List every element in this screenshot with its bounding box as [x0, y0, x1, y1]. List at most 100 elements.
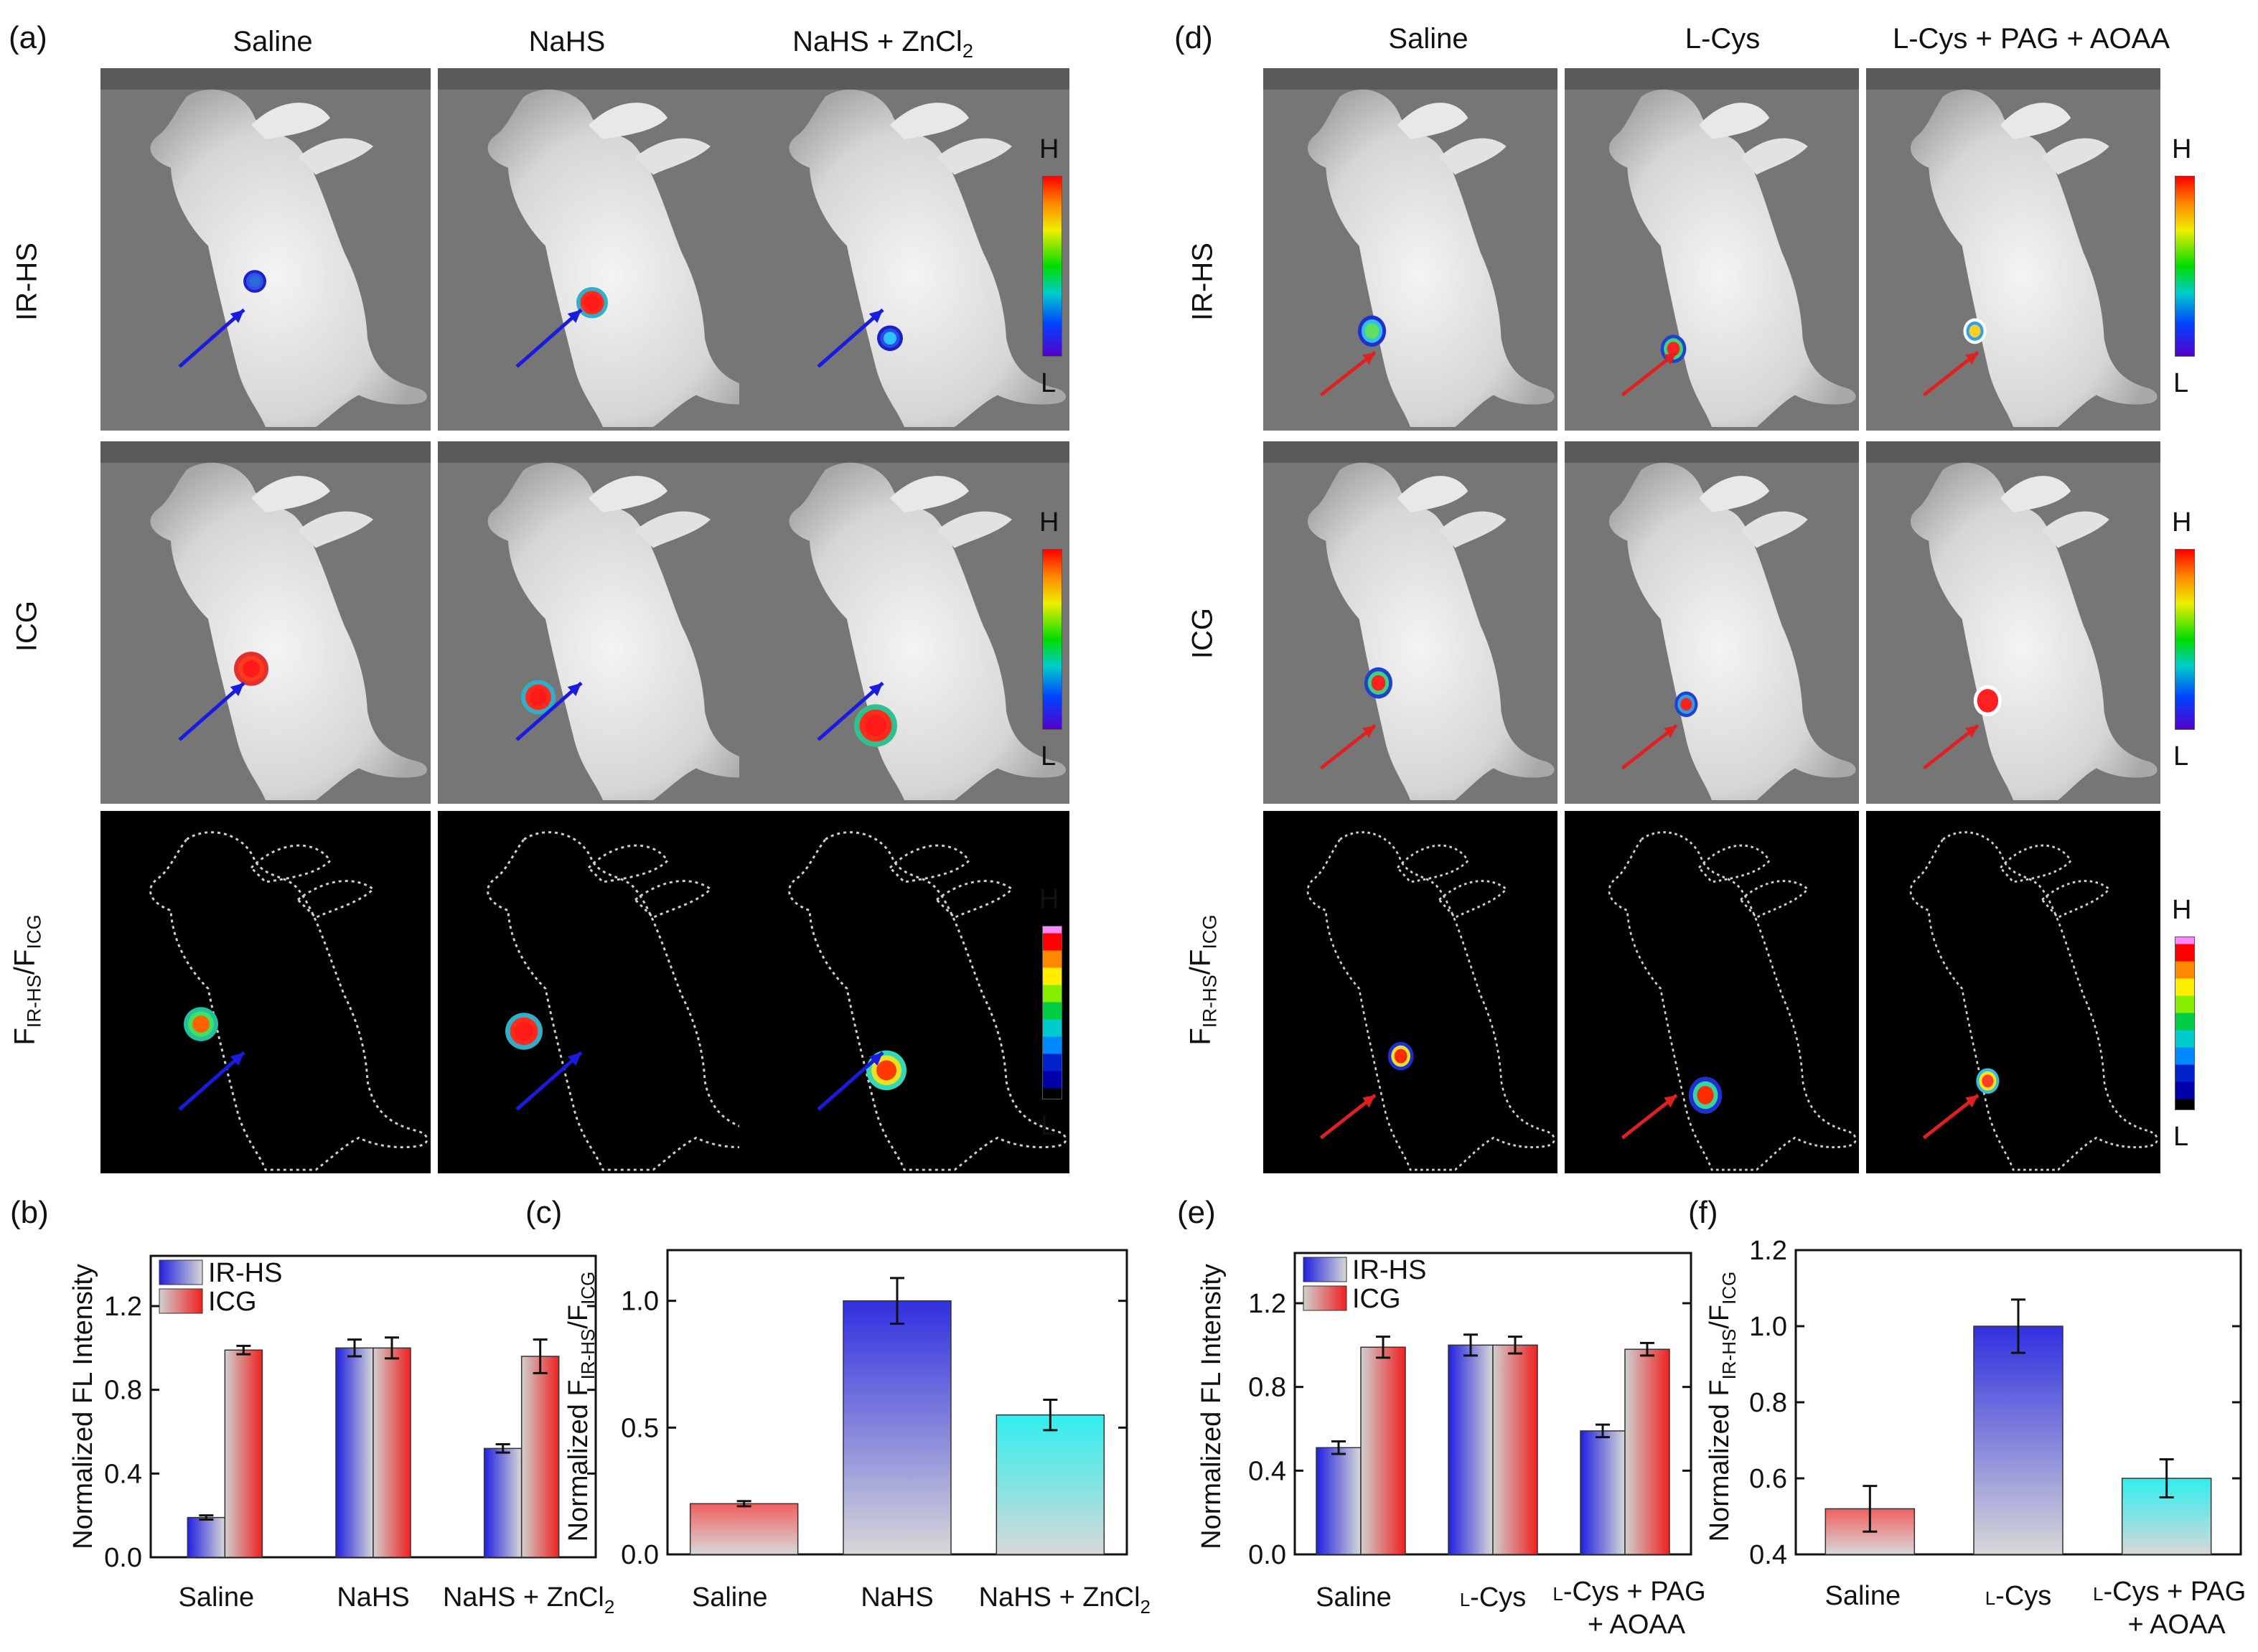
colorbar-right-ratio	[2175, 937, 2195, 1110]
panel-left-r1-c0	[100, 441, 431, 804]
panel-label-f: (f)	[1688, 1195, 1718, 1230]
chart-c: 0.0 0.5 1.0 Normalized FIR-HS/FICG Saline NaH…	[563, 1249, 1151, 1618]
panel-right-r1-c2	[1866, 441, 2160, 804]
chart-b-ytick-label: 0.4	[104, 1459, 142, 1489]
panel-right-r2-c2	[1866, 811, 2160, 1173]
colorbar-right-irhs-low-label: L	[2173, 368, 2189, 398]
chart-f-xtick-1: L-Cys	[1985, 1581, 2052, 1611]
chart-e-ytick-label: 0.8	[1248, 1373, 1286, 1403]
chart-e-xtick-2: L-Cys + PAG	[1552, 1577, 1705, 1607]
chart-b-legend-icg: ICG	[208, 1287, 257, 1317]
chart-b-bar-icg-0	[224, 1349, 263, 1558]
colorbar-left-ratio-high-label: H	[1039, 884, 1059, 914]
chart-e-ylabel: Normalized FL Intensity	[1196, 1264, 1227, 1549]
colorbar-right-icg	[2175, 549, 2195, 730]
panel-right-r1-c1	[1565, 441, 1859, 804]
chart-b-ylabel: Normalized FL Intensity	[68, 1264, 98, 1549]
chart-c-xtick-0: Saline	[692, 1582, 768, 1613]
chart-b-xtick-2: NaHS + ZnCl2	[443, 1582, 614, 1618]
chart-f-ylabel: Normalized FIR-HS/FICG	[1705, 1272, 1740, 1542]
colorbar-left-irhs	[1042, 176, 1062, 357]
chart-c-ytick-label: 0.0	[621, 1540, 659, 1570]
chart-f-ytick-label: 1.0	[1749, 1312, 1787, 1342]
chart-e-bar-icg-1	[1492, 1344, 1538, 1555]
chart-e-ytick-label: 0.4	[1248, 1456, 1286, 1486]
chart-b-legend-irhs: IR-HS	[208, 1258, 282, 1288]
chart-f-xtick-2: L-Cys + PAG	[2093, 1577, 2246, 1607]
chart-f-bar-1	[1973, 1325, 2063, 1555]
chart-c-bar-2	[996, 1414, 1105, 1555]
col-label-lcys-pag-right: L-Cys + PAG + AOAA	[1892, 23, 2170, 55]
chart-b-bar-ir-hs-0	[187, 1516, 226, 1558]
row-label-irhs-left: IR-HS	[11, 243, 43, 321]
panel-right-r0-c2	[1866, 68, 2160, 431]
chart-c-bar-0	[689, 1503, 799, 1555]
panel-left-r2-c0	[100, 811, 431, 1173]
chart-e-bar-ir-hs-2	[1580, 1430, 1626, 1555]
colorbar-left-ratio	[1042, 926, 1062, 1099]
chart-b-bar-ir-hs-2	[483, 1447, 523, 1558]
colorbar-right-irhs	[2175, 176, 2195, 357]
colorbar-right-icg-low-label: L	[2173, 741, 2189, 771]
colorbar-left-irhs-low-label: L	[1041, 368, 1057, 398]
colorbar-left-icg	[1042, 549, 1062, 730]
chart-e-bar-ir-hs-0	[1316, 1447, 1362, 1555]
chart-b-ytick-label: 0.8	[104, 1376, 142, 1406]
row-label-irhs-right: IR-HS	[1186, 243, 1219, 321]
panel-right-r2-c1	[1565, 811, 1859, 1173]
panel-left-r1-c2	[739, 441, 1069, 804]
chart-e-ytick-label: 0.0	[1248, 1540, 1286, 1570]
chart-e-xtick-0: Saline	[1316, 1582, 1392, 1613]
panel-right-r1-c0	[1263, 441, 1557, 804]
panel-label-a: (a)	[9, 20, 47, 55]
chart-c-ylabel: Normalized FIR-HS/FICG	[563, 1272, 599, 1542]
chart-f-ytick-label: 0.8	[1749, 1388, 1787, 1418]
row-label-ratio-left: FIR-HS/FICG	[9, 914, 45, 1046]
panel-left-r0-c0	[100, 68, 431, 431]
colorbar-right-icg-high-label: H	[2172, 507, 2192, 538]
panel-label-c: (c)	[525, 1195, 563, 1230]
col-label-nahs-left: NaHS	[528, 26, 606, 57]
colorbar-right-ratio-low-label: L	[2173, 1122, 2189, 1152]
chart-e-xtick-2b: + AOAA	[1588, 1610, 1686, 1640]
panel-label-e: (e)	[1177, 1195, 1216, 1230]
col-label-lcys-right: L-Cys	[1685, 23, 1761, 55]
chart-c-xtick-2: NaHS + ZnCl2	[979, 1582, 1151, 1618]
panel-left-r0-c2	[739, 68, 1069, 431]
chart-e-ytick-label: 1.2	[1248, 1289, 1286, 1319]
colorbar-left-ratio-low-label: L	[1041, 1111, 1057, 1141]
chart-e-xtick-1: L-Cys	[1460, 1582, 1527, 1613]
panel-right-r0-c1	[1565, 68, 1859, 431]
chart-e-legend-icg: ICG	[1352, 1284, 1401, 1314]
panel-label-d: (d)	[1174, 20, 1213, 55]
chart-f-ytick-label: 0.4	[1749, 1540, 1787, 1570]
chart-f: 0.4 0.6 0.8 1.0 1.2 Normalized FIR-HS/FICG Sal…	[1705, 1236, 2246, 1640]
chart-e-legend-irhs: IR-HS	[1352, 1255, 1426, 1285]
chart-c-ytick-label: 0.5	[621, 1413, 659, 1443]
chart-e-bar-icg-0	[1360, 1346, 1406, 1555]
chart-c-xtick-1: NaHS	[861, 1582, 933, 1613]
chart-b-bar-icg-1	[373, 1347, 411, 1558]
chart-e-bar-ir-hs-1	[1448, 1344, 1494, 1555]
row-label-icg-left: ICG	[11, 600, 43, 652]
colorbar-right-ratio-high-label: H	[2172, 895, 2192, 925]
col-label-saline-right: Saline	[1388, 23, 1468, 55]
panel-left-r2-c2	[739, 811, 1069, 1173]
chart-b-ytick-label: 1.2	[104, 1292, 142, 1322]
chart-b-bar-icg-2	[520, 1356, 560, 1558]
chart-b-xtick-1: NaHS	[337, 1582, 409, 1613]
panel-left-r1-c1	[438, 441, 768, 804]
chart-c-bar-1	[843, 1300, 952, 1555]
panel-right-r0-c0	[1263, 68, 1557, 431]
chart-f-xtick-2b: + AOAA	[2128, 1610, 2226, 1640]
panel-left-r2-c1	[438, 811, 768, 1173]
chart-f-ytick-label: 0.6	[1749, 1464, 1787, 1494]
row-label-icg-right: ICG	[1186, 607, 1219, 660]
chart-c-ytick-label: 1.0	[621, 1287, 659, 1317]
chart-b-ytick-label: 0.0	[104, 1543, 142, 1573]
chart-b-bar-ir-hs-1	[335, 1347, 374, 1558]
